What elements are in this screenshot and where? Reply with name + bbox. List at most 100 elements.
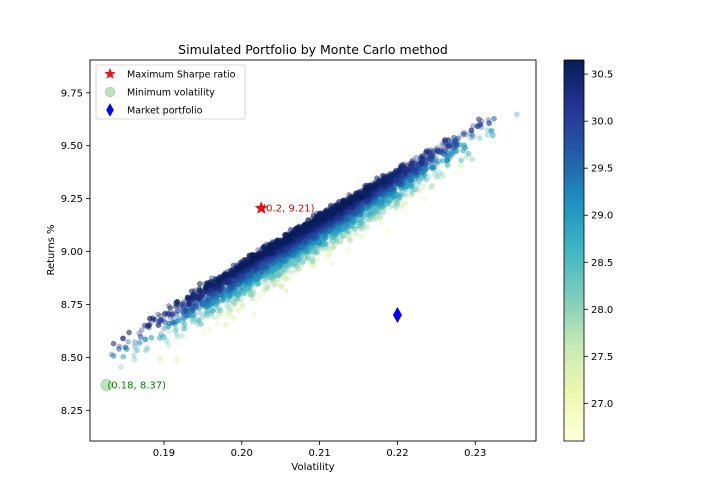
scatter-point	[276, 276, 282, 283]
scatter-point	[212, 314, 218, 320]
scatter-point	[248, 291, 255, 298]
scatter-point	[313, 249, 319, 256]
scatter-point	[231, 298, 238, 305]
scatter-point	[227, 293, 233, 299]
scatter-point	[255, 276, 261, 282]
scatter-point	[295, 260, 302, 267]
scatter-point	[244, 283, 250, 290]
scatter-point	[396, 195, 403, 201]
scatter-point	[339, 233, 346, 240]
scatter-point	[208, 312, 214, 319]
scatter-point	[428, 159, 435, 166]
scatter-point	[462, 155, 469, 162]
scatter-point	[290, 261, 297, 268]
scatter-point	[302, 255, 309, 262]
scatter-point	[255, 281, 261, 287]
scatter-point	[259, 275, 266, 281]
scatter-point	[393, 195, 400, 202]
scatter-point	[309, 262, 316, 269]
scatter-point	[368, 212, 375, 218]
scatter-point	[131, 352, 137, 359]
scatter-point	[238, 289, 245, 295]
scatter-point	[352, 217, 359, 224]
scatter-point	[329, 260, 335, 266]
scatter-point	[231, 301, 237, 308]
scatter-point	[298, 253, 304, 260]
scatter-point	[170, 319, 176, 326]
scatter-point	[275, 272, 282, 279]
scatter-point	[342, 232, 349, 239]
scatter-point	[279, 267, 285, 274]
scatter-point	[227, 307, 234, 313]
scatter-point	[294, 256, 301, 263]
scatter-point	[373, 215, 380, 222]
scatter-point	[293, 263, 300, 269]
scatter-point	[294, 258, 301, 265]
scatter-point	[360, 223, 367, 229]
scatter-point	[420, 175, 427, 181]
scatter-point	[295, 265, 302, 272]
scatter-point	[387, 196, 394, 203]
scatter-point	[351, 226, 358, 233]
scatter-point	[142, 336, 149, 343]
scatter-point	[370, 211, 377, 218]
scatter-point	[367, 215, 374, 222]
scatter-point	[333, 235, 339, 241]
scatter-point	[214, 307, 221, 314]
scatter-point	[475, 116, 482, 123]
scatter-point	[384, 227, 391, 234]
scatter-point	[394, 195, 400, 202]
scatter-point	[360, 224, 367, 231]
scatter-point	[264, 285, 271, 291]
scatter-point	[214, 307, 221, 314]
scatter-point	[267, 278, 274, 285]
scatter-point	[273, 279, 280, 285]
scatter-point	[345, 230, 351, 237]
scatter-point	[287, 259, 293, 266]
scatter-point	[333, 231, 340, 237]
scatter-point	[292, 261, 298, 268]
scatter-point	[334, 238, 340, 245]
scatter-point	[329, 232, 336, 239]
scatter-point	[138, 327, 145, 333]
scatter-point	[313, 249, 319, 256]
scatter-point	[308, 248, 314, 254]
scatter-point	[358, 224, 365, 231]
scatter-point	[415, 186, 422, 193]
scatter-point	[203, 310, 209, 317]
scatter-point	[271, 281, 277, 288]
scatter-point	[423, 176, 430, 183]
scatter-point	[232, 301, 238, 307]
scatter-point	[278, 271, 284, 277]
scatter-point	[296, 256, 303, 263]
scatter-point	[402, 200, 408, 207]
scatter-point	[368, 212, 375, 218]
scatter-point	[295, 265, 302, 272]
scatter-point	[358, 215, 364, 222]
scatter-point	[285, 268, 292, 274]
scatter-point	[427, 184, 434, 191]
scatter-point	[240, 285, 247, 292]
scatter-point	[257, 291, 264, 298]
scatter-point	[309, 234, 315, 241]
scatter-point	[380, 209, 387, 215]
scatter-point	[286, 275, 292, 282]
scatter-point	[304, 249, 311, 256]
scatter-point	[347, 231, 354, 237]
scatter-point	[345, 221, 352, 228]
scatter-point	[276, 272, 282, 279]
scatter-point	[222, 321, 229, 328]
scatter-point	[290, 261, 297, 268]
scatter-point	[309, 254, 316, 261]
scatter-point	[347, 237, 354, 243]
scatter-point	[358, 224, 365, 231]
scatter-point	[174, 357, 180, 363]
scatter-point	[282, 287, 289, 294]
scatter-point	[246, 286, 252, 292]
scatter-point	[234, 295, 240, 302]
scatter-point	[180, 315, 187, 321]
scatter-point	[299, 247, 305, 253]
scatter-point	[242, 288, 248, 295]
scatter-point	[453, 169, 460, 176]
scatter-point	[320, 241, 327, 247]
